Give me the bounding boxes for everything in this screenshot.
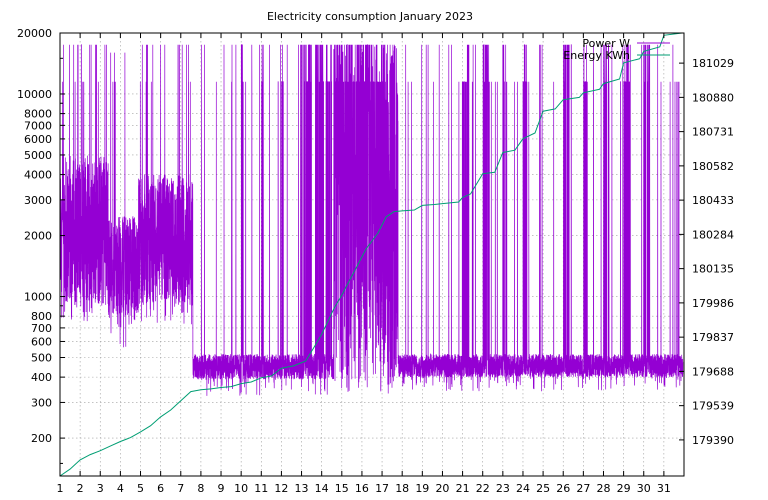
y-right-tick-label: 179390 [692,434,734,447]
y-left-tick-label: 4000 [24,169,52,182]
y-right-tick-label: 180433 [692,194,734,207]
x-tick-label: 6 [157,482,164,495]
x-tick-label: 28 [596,482,610,495]
x-tick-label: 8 [197,482,204,495]
x-tick-label: 30 [637,482,651,495]
x-tick-label: 14 [315,482,329,495]
y-axis-right: 179390 179539 179688 179837 179986 180135 1802… [679,57,734,447]
y-left-tick-label: 400 [31,371,52,384]
energy-series [59,32,683,477]
y-right-tick-label: 180135 [692,263,734,276]
x-tick-label: 31 [657,482,671,495]
legend-label-power: Power W [582,37,630,50]
y-left-tick-label: 20000 [17,27,52,40]
y-right-tick-label: 180731 [692,126,734,139]
x-tick-label: 19 [415,482,429,495]
x-tick-label: 11 [254,482,268,495]
x-axis: 1 2 3 4 5 6 7 8 9 10 11 12 13 14 15 16 17 18 19 20 21 22 23 24 2… [57,33,671,495]
x-tick-label: 21 [456,482,470,495]
y-left-tick-label: 10000 [17,88,52,101]
y-left-tick-label: 500 [31,352,52,365]
y-right-tick-label: 180284 [692,228,734,241]
x-tick-label: 10 [234,482,248,495]
x-tick-label: 13 [295,482,309,495]
x-tick-label: 2 [77,482,84,495]
energy-line [59,32,683,477]
y-right-tick-label: 179986 [692,297,734,310]
y-left-tick-label: 6000 [24,133,52,146]
y-left-tick-label: 800 [31,310,52,323]
x-tick-label: 15 [335,482,349,495]
x-tick-label: 7 [177,482,184,495]
x-tick-label: 23 [496,482,510,495]
y-left-tick-label: 7000 [24,119,52,132]
y-left-tick-label: 600 [31,335,52,348]
x-tick-label: 24 [516,482,530,495]
x-tick-label: 12 [274,482,288,495]
y-right-tick-label: 180582 [692,160,734,173]
x-tick-label: 17 [375,482,389,495]
y-right-tick-label: 181029 [692,57,734,70]
x-tick-label: 4 [117,482,124,495]
y-left-tick-label: 700 [31,322,52,335]
y-left-tick-label: 5000 [24,149,52,162]
x-tick-label: 5 [137,482,144,495]
x-tick-label: 16 [355,482,369,495]
x-tick-label: 27 [576,482,590,495]
x-tick-label: 1 [57,482,64,495]
x-tick-label: 26 [556,482,570,495]
x-tick-label: 20 [435,482,449,495]
y-left-tick-label: 200 [31,432,52,445]
legend: Power W Energy KWh [563,37,670,62]
y-left-tick-label: 300 [31,396,52,409]
power-series [59,44,684,396]
plot-border [59,32,685,477]
x-tick-label: 29 [617,482,631,495]
x-tick-label: 18 [395,482,409,495]
x-tick-label: 9 [218,482,225,495]
y-right-tick-label: 179837 [692,331,734,344]
y-left-tick-label: 3000 [24,194,52,207]
x-tick-label: 22 [476,482,490,495]
y-right-tick-label: 179539 [692,400,734,413]
power-line [59,44,684,396]
y-right-tick-label: 179688 [692,365,734,378]
y-left-tick-label: 2000 [24,230,52,243]
x-tick-label: 3 [97,482,104,495]
y-left-tick-label: 8000 [24,108,52,121]
y-left-tick-label: 1000 [24,291,52,304]
legend-label-energy: Energy KWh [563,49,630,62]
chart-title: Electricity consumption January 2023 [267,10,473,23]
y-right-tick-label: 180880 [692,91,734,104]
x-tick-label: 25 [536,482,550,495]
